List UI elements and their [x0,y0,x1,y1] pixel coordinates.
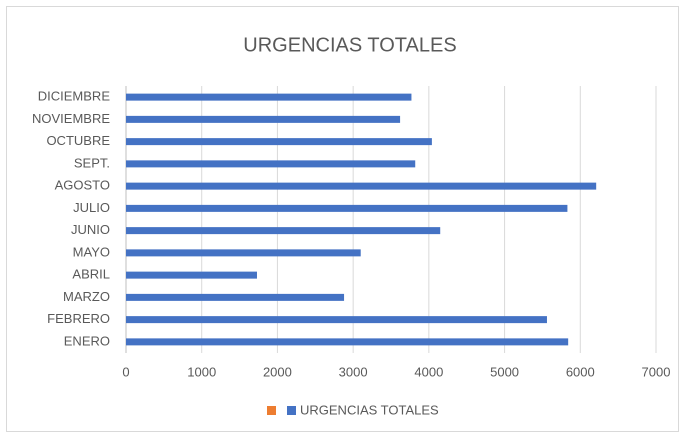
x-tick-label: 2000 [263,364,292,379]
bar [126,160,416,168]
y-tick-label: ENERO [64,333,110,348]
y-tick-label: JULIO [73,200,110,215]
y-tick-label: ABRIL [72,267,110,282]
y-tick-label: NOVIEMBRE [32,111,110,126]
y-tick-label: JUNIO [71,222,110,237]
x-tick-label: 1000 [187,364,216,379]
x-tick-label: 7000 [642,364,671,379]
y-tick-label: SEPT. [74,155,110,170]
y-tick-label: OCTUBRE [46,133,110,148]
bar [126,115,401,123]
bar [126,293,345,301]
x-tick-label: 6000 [566,364,595,379]
x-tick-label: 4000 [414,364,443,379]
y-tick-label: MAYO [73,244,110,259]
bar [126,316,547,324]
legend-label: URGENCIAS TOTALES [300,402,439,417]
bar [126,271,257,279]
x-tick-label: 5000 [490,364,519,379]
x-tick-label: 0 [122,364,129,379]
bar [126,249,361,257]
x-tick-label: 3000 [339,364,368,379]
bar [126,138,432,146]
bar [126,227,441,235]
bar [126,338,569,346]
legend-swatch [287,406,296,415]
y-tick-label: AGOSTO [55,178,110,193]
y-tick-label: DICIEMBRE [38,89,111,104]
y-tick-label: MARZO [63,289,110,304]
y-tick-label: FEBRERO [47,311,110,326]
legend-swatch-extra [267,406,276,415]
bar [126,204,568,212]
chart-title: URGENCIAS TOTALES [243,34,456,56]
chart-border [6,6,679,432]
bar [126,93,412,101]
bar [126,182,597,190]
